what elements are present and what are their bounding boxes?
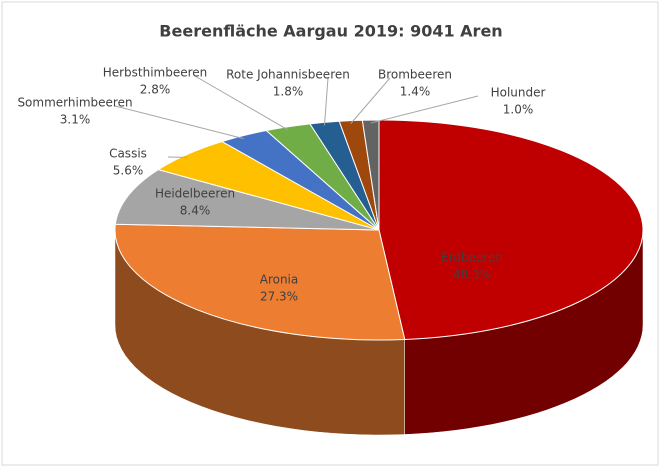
slice-label: Holunder xyxy=(491,86,546,100)
slice-label: Rote Johannisbeeren xyxy=(226,68,350,82)
slice-label: Heidelbeeren xyxy=(155,187,235,201)
slice-value-label: 8.4% xyxy=(180,204,211,218)
slice-label: Brombeeren xyxy=(378,68,452,82)
chart-title: Beerenfläche Aargau 2019: 9041 Aren xyxy=(159,22,502,41)
slice-label: Herbsthimbeeren xyxy=(103,66,208,80)
slice-label: Aronia xyxy=(260,273,299,287)
slice-value-label: 5.6% xyxy=(113,164,144,178)
slice-label: Sommerhimbeeren xyxy=(17,96,132,110)
slice-value-label: 1.4% xyxy=(400,85,431,99)
slice-value-label: 1.8% xyxy=(273,85,304,99)
slice-label: Erdbeeren xyxy=(441,251,503,265)
slice-value-label: 1.0% xyxy=(503,103,534,117)
slice-value-label: 2.8% xyxy=(140,83,171,97)
slice-value-label: 27.3% xyxy=(260,290,298,304)
slice-label: Cassis xyxy=(109,147,147,161)
slice-value-label: 48.3% xyxy=(453,268,491,282)
slice-value-label: 3.1% xyxy=(60,113,91,127)
pie-tops xyxy=(115,120,643,340)
